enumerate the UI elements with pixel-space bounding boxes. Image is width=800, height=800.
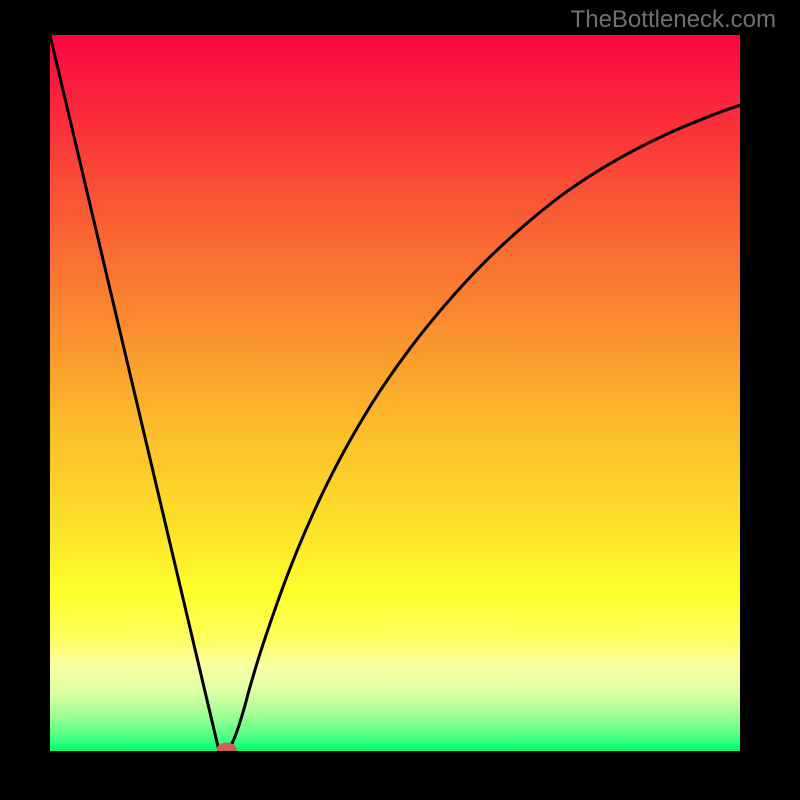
- optimal-marker: [217, 743, 237, 751]
- watermark-text: TheBottleneck.com: [571, 6, 776, 34]
- bottleneck-curve: [50, 35, 740, 751]
- chart-container: [50, 35, 740, 751]
